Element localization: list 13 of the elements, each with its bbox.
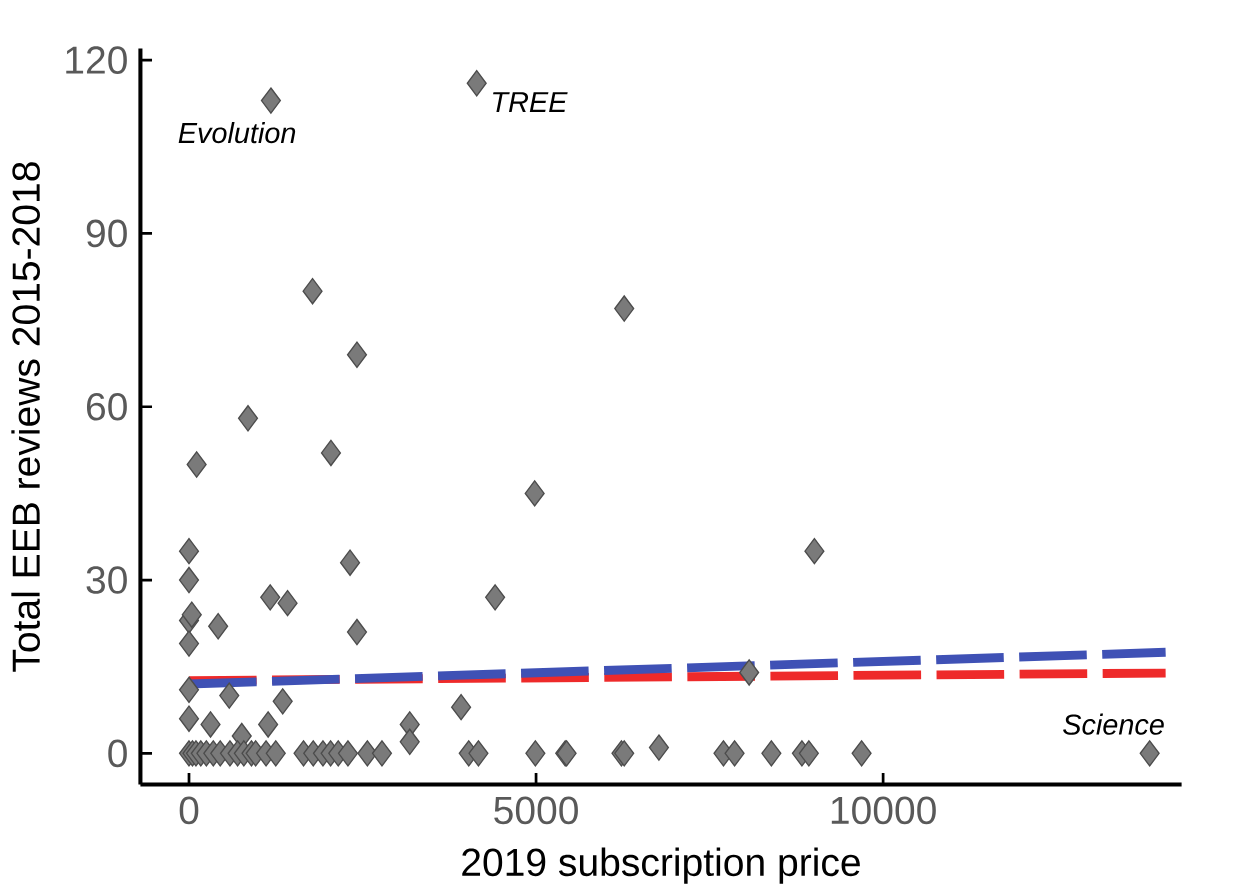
x-tick-label: 10000 <box>831 796 936 825</box>
y-tick-label: 0 <box>108 739 127 768</box>
x-tick-label: 5000 <box>494 796 578 825</box>
x-axis-title: 2019 subscription price <box>462 847 860 884</box>
y-tick-label: 120 <box>66 46 127 74</box>
x-tick-label: 0 <box>179 796 199 825</box>
y-axis-title: Total EEB reviews 2015-2018 <box>11 162 40 672</box>
annotation: TREE <box>493 92 568 112</box>
y-tick-label: 30 <box>86 566 127 594</box>
annotation: Evolution <box>178 121 296 144</box>
y-tick-label: 60 <box>86 392 127 421</box>
annotation: Science <box>1063 713 1164 735</box>
y-tick-label: 90 <box>86 219 127 248</box>
